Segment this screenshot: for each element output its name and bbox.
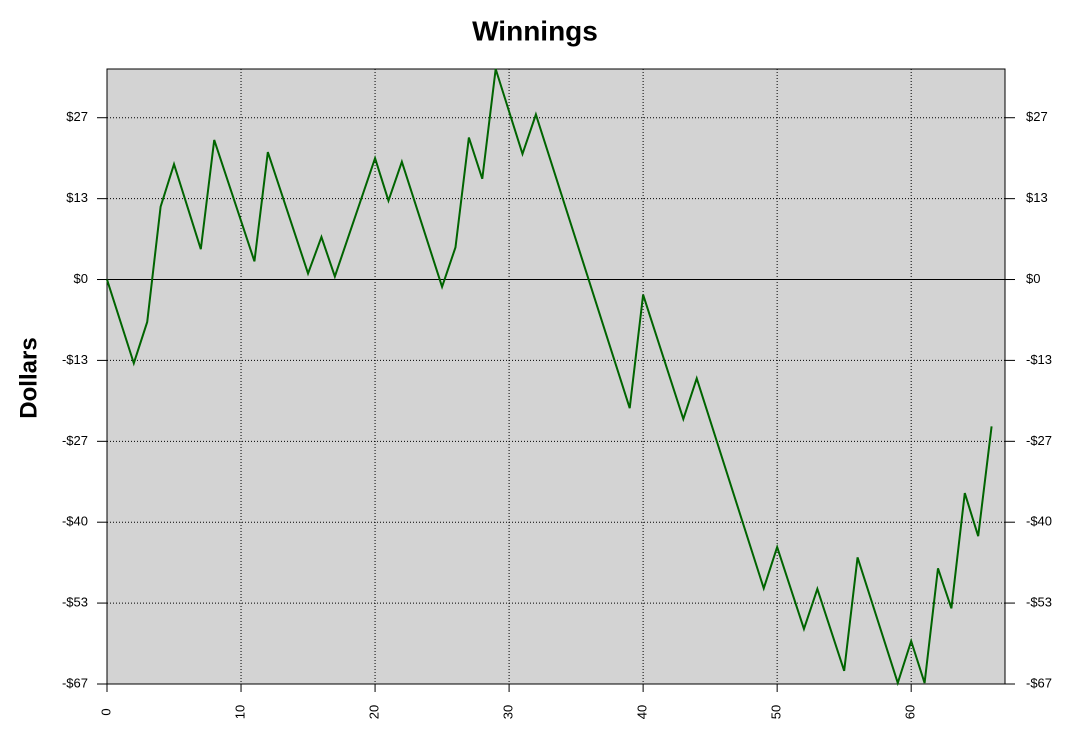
x-tick-label: 50 xyxy=(769,705,784,719)
x-tick-label: 10 xyxy=(232,705,247,719)
y-tick-label-right: -$53 xyxy=(1026,595,1052,610)
chart-title: Winnings xyxy=(472,15,598,46)
plot-area xyxy=(106,68,1006,685)
y-tick-label: -$67 xyxy=(62,675,88,690)
y-tick-label: -$13 xyxy=(62,352,88,367)
y-tick-label-right: $13 xyxy=(1026,190,1048,205)
y-tick-label: $0 xyxy=(74,271,88,286)
x-tick-label: 30 xyxy=(501,705,516,719)
x-tick-label: 20 xyxy=(366,705,381,719)
y-tick-label-right: -$67 xyxy=(1026,675,1052,690)
x-tick-label: 0 xyxy=(98,708,113,715)
line xyxy=(106,68,993,687)
y-tick-label: $13 xyxy=(66,190,88,205)
y-tick-label: -$40 xyxy=(62,514,88,529)
y-tick-label-right: -$13 xyxy=(1026,352,1052,367)
y-tick-label: -$27 xyxy=(62,433,88,448)
y-axis-label: Dollars xyxy=(15,337,42,418)
x-tick-label: 60 xyxy=(903,705,918,719)
y-tick-label-right: -$40 xyxy=(1026,514,1052,529)
y-tick-label: -$53 xyxy=(62,595,88,610)
y-tick-label-right: $27 xyxy=(1026,109,1048,124)
y-tick-label-right: -$27 xyxy=(1026,433,1052,448)
x-tick-label: 40 xyxy=(635,705,650,719)
y-tick-label: $27 xyxy=(66,109,88,124)
y-tick-label-right: $0 xyxy=(1026,271,1040,286)
